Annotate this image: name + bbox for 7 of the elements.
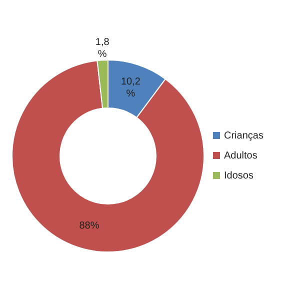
data-label: 1,8 %: [95, 36, 110, 60]
data-label: 10,2 %: [120, 76, 141, 100]
legend-label: Crianças: [224, 130, 264, 142]
legend-label: Idosos: [224, 170, 254, 182]
legend-label: Adultos: [224, 150, 258, 162]
data-label: 88%: [79, 220, 100, 232]
donut-slice: [12, 60, 204, 252]
